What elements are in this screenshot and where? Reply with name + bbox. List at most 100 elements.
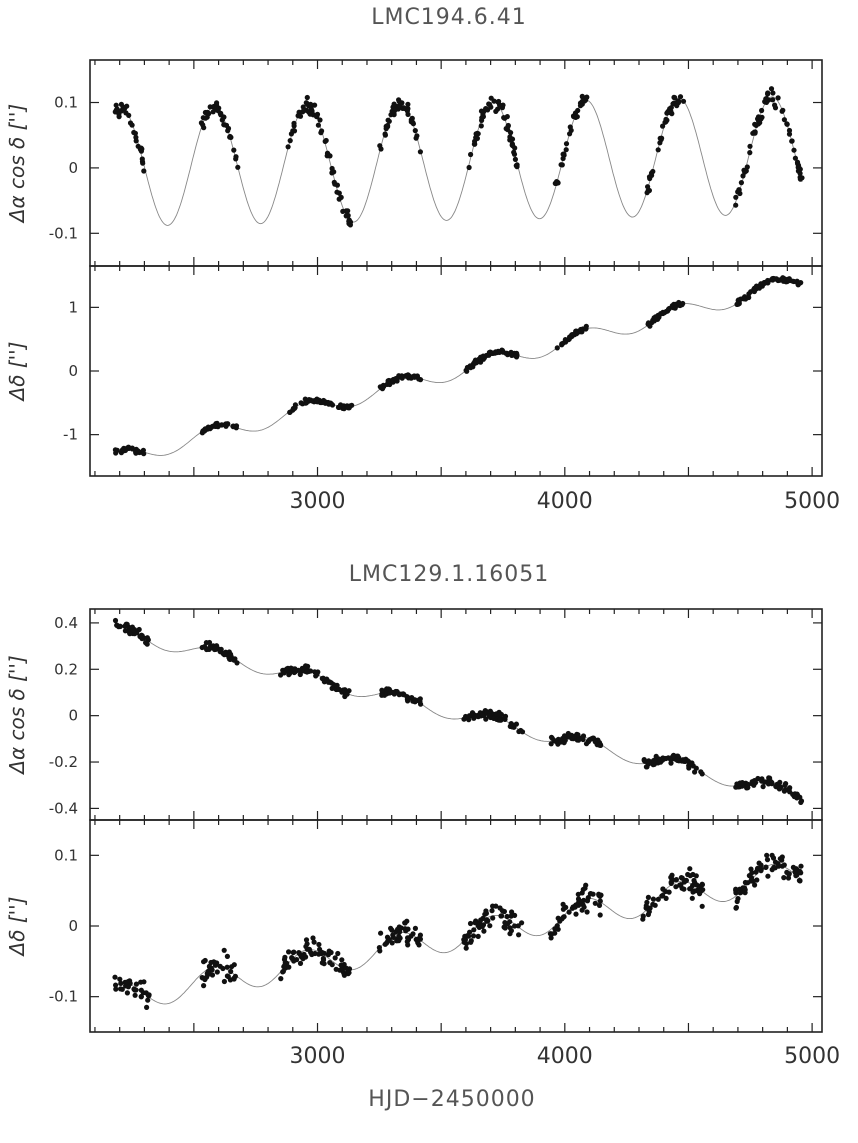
data-point	[671, 94, 677, 100]
data-point	[311, 939, 317, 945]
data-point	[733, 886, 739, 892]
data-point	[680, 757, 686, 763]
data-point	[282, 963, 288, 969]
data-point	[657, 758, 663, 764]
data-point	[327, 153, 333, 159]
data-point	[776, 786, 783, 792]
data-point	[314, 672, 320, 678]
data-point	[225, 421, 231, 427]
data-point	[516, 932, 522, 938]
data-point	[343, 965, 349, 971]
data-point	[698, 769, 704, 775]
y-tick-label: 0.1	[54, 94, 78, 112]
data-point	[221, 122, 228, 128]
data-point	[303, 399, 309, 405]
data-point	[758, 116, 764, 122]
data-point	[143, 640, 149, 646]
data-point	[789, 138, 795, 144]
data-point	[485, 918, 491, 924]
data-point	[141, 168, 147, 174]
data-point	[798, 863, 804, 869]
data-point	[138, 979, 144, 985]
x-tick-label: 3000	[290, 489, 346, 514]
data-point	[334, 189, 340, 195]
data-point	[576, 737, 582, 743]
data-point	[575, 329, 581, 335]
data-point	[645, 184, 651, 190]
data-point	[217, 111, 224, 117]
data-point	[511, 912, 518, 919]
data-point	[497, 717, 503, 723]
data-point	[511, 923, 518, 929]
data-point	[144, 635, 150, 641]
data-point	[687, 761, 693, 767]
data-point	[405, 942, 411, 948]
data-point	[505, 123, 511, 129]
data-point	[486, 713, 492, 719]
data-point	[733, 784, 739, 790]
data-point	[487, 102, 493, 108]
data-point	[734, 898, 740, 905]
data-point	[696, 887, 703, 894]
data-point	[124, 990, 130, 996]
data-point	[483, 910, 489, 917]
data-point	[645, 320, 652, 326]
data-point	[475, 933, 481, 940]
data-point	[405, 373, 411, 379]
data-point	[133, 450, 139, 456]
data-point	[577, 103, 584, 109]
data-point	[672, 305, 678, 311]
data-point	[221, 978, 227, 985]
data-point	[308, 949, 314, 955]
data-point	[112, 447, 118, 453]
data-point	[513, 353, 519, 359]
data-point	[680, 98, 687, 104]
data-point	[780, 275, 786, 282]
data-point	[468, 151, 474, 158]
data-point	[733, 194, 739, 200]
data-point	[675, 753, 681, 759]
data-point	[200, 122, 206, 128]
data-point	[463, 941, 469, 947]
y-axis-label: Δδ ['']	[5, 897, 29, 958]
data-point	[782, 787, 788, 793]
data-point	[513, 163, 519, 169]
data-point	[493, 903, 499, 909]
data-point	[201, 428, 208, 434]
data-point	[126, 112, 132, 118]
data-point	[212, 646, 218, 652]
data-point	[287, 138, 293, 144]
data-point	[308, 106, 314, 112]
data-point	[775, 95, 781, 101]
data-point	[207, 426, 213, 432]
panel-frame	[89, 608, 823, 821]
data-point	[329, 402, 336, 408]
data-point	[764, 852, 770, 858]
data-point	[561, 733, 568, 739]
data-point	[230, 424, 236, 430]
data-point	[288, 131, 294, 137]
data-point	[466, 164, 472, 171]
data-point	[317, 946, 323, 952]
data-point	[478, 108, 485, 114]
data-point	[567, 131, 573, 137]
y-tick-label: 0.1	[54, 846, 78, 864]
data-point	[678, 875, 685, 881]
y-axis-label: Δα cos δ ['']	[5, 655, 29, 775]
data-point	[498, 711, 504, 718]
data-point	[120, 105, 126, 112]
data-point	[290, 405, 296, 412]
data-point	[659, 135, 665, 141]
data-point	[480, 353, 486, 359]
data-point	[471, 927, 477, 933]
data-point	[490, 915, 496, 921]
data-point	[674, 103, 680, 109]
data-point	[213, 106, 219, 112]
data-point	[326, 948, 332, 954]
y-tick-label: -0.2	[49, 753, 78, 771]
data-point	[393, 376, 399, 382]
data-point	[742, 887, 748, 893]
data-point	[314, 114, 320, 120]
data-point	[508, 352, 514, 358]
data-point	[513, 721, 520, 727]
